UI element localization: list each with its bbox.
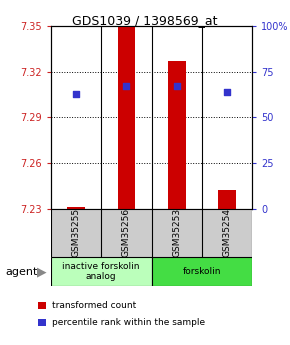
Point: [124, 83, 129, 89]
Text: GSM35256: GSM35256: [122, 208, 131, 257]
Text: forskolin: forskolin: [183, 267, 221, 276]
Text: GDS1039 / 1398569_at: GDS1039 / 1398569_at: [72, 14, 218, 27]
Bar: [168, 61, 186, 209]
Bar: [51, 257, 152, 286]
Bar: [202, 209, 252, 257]
Text: agent: agent: [6, 267, 38, 277]
Text: ▶: ▶: [37, 265, 47, 278]
Text: GSM35254: GSM35254: [223, 208, 232, 257]
Bar: [51, 209, 101, 257]
Bar: [117, 26, 135, 209]
Text: GSM35253: GSM35253: [172, 208, 181, 257]
Bar: [101, 209, 152, 257]
Bar: [152, 209, 202, 257]
Text: GSM35255: GSM35255: [71, 208, 80, 257]
Point: [225, 89, 229, 95]
Text: inactive forskolin
analog: inactive forskolin analog: [62, 262, 140, 282]
Text: percentile rank within the sample: percentile rank within the sample: [52, 318, 205, 327]
Point: [174, 83, 179, 89]
Bar: [152, 257, 252, 286]
Text: transformed count: transformed count: [52, 301, 136, 310]
Point: [74, 91, 78, 96]
Bar: [218, 190, 236, 209]
Bar: [67, 207, 85, 209]
